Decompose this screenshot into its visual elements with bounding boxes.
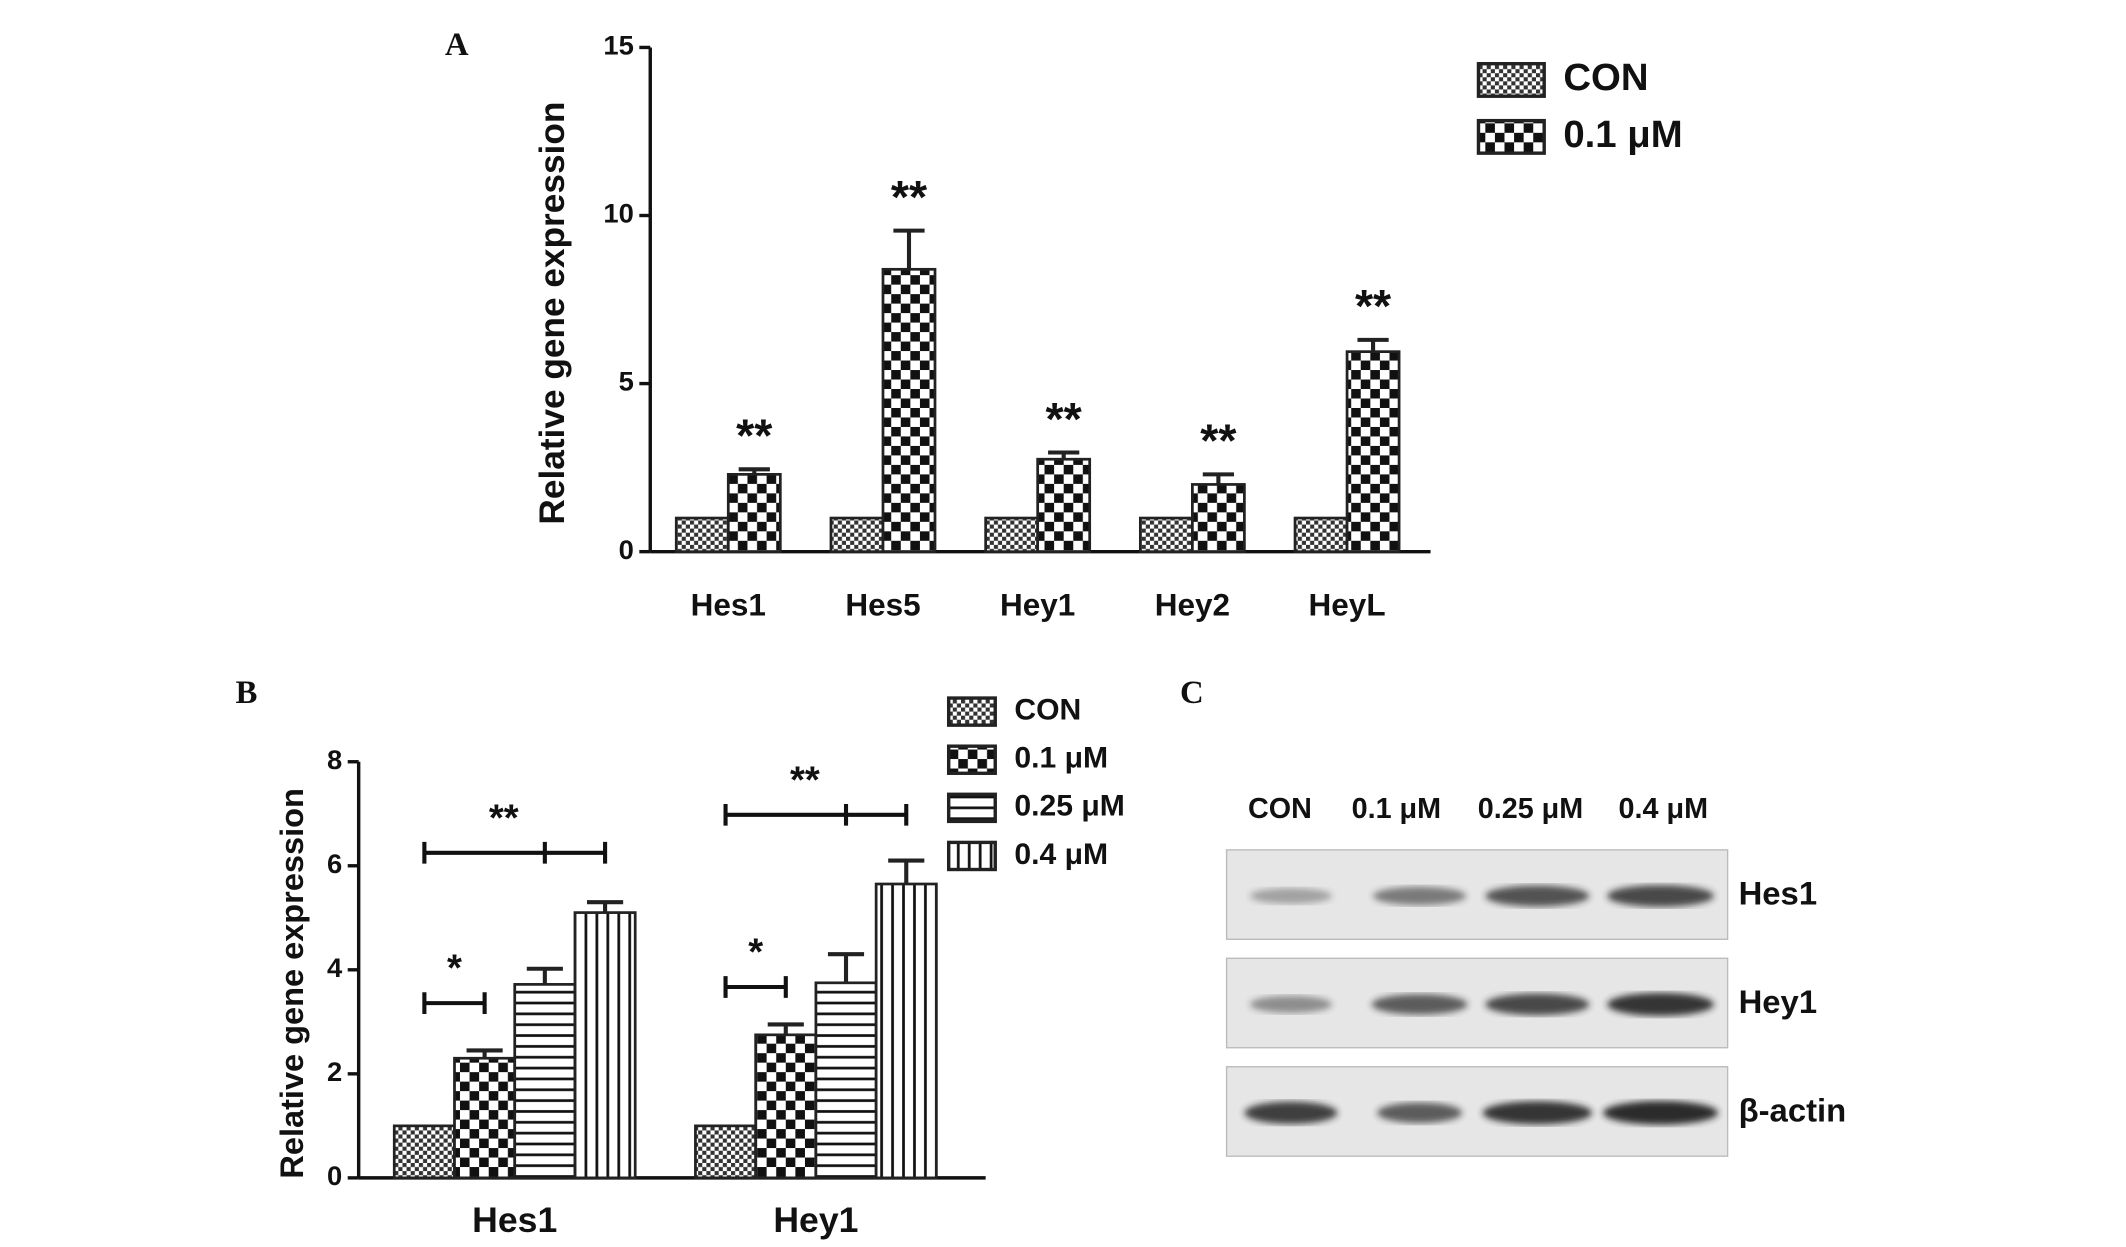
y-tick-label: 4 (327, 952, 342, 983)
error-bar (1202, 472, 1234, 485)
blot-band (1603, 1100, 1719, 1125)
error-bar (1357, 337, 1389, 352)
blot-band (1607, 992, 1714, 1016)
row-label: Hes1 (1739, 875, 1818, 912)
significance-bracket (422, 841, 608, 864)
bar (881, 267, 937, 554)
bar (874, 882, 938, 1180)
y-axis-label: Relative gene expression (532, 102, 572, 525)
blot-band (1485, 993, 1590, 1016)
significance-label: ** (1200, 415, 1236, 467)
blot-band (1485, 885, 1590, 907)
error-bar (587, 900, 624, 913)
significance-label: ** (1355, 280, 1391, 332)
y-tick-label: 6 (327, 848, 342, 879)
x-tick-label: Hes1 (691, 588, 766, 623)
legend-swatch (946, 744, 997, 775)
x-tick-label: Hey2 (1155, 588, 1230, 623)
legend-swatch (946, 840, 997, 872)
significance-bracket (422, 992, 487, 1014)
y-tick-label: 2 (327, 1056, 342, 1087)
column-label: 0.4 μM (1619, 793, 1708, 825)
bar (674, 516, 730, 554)
x-tick-label: HeyL (1309, 588, 1386, 623)
blot-band (1482, 1101, 1593, 1125)
significance-label: ** (1046, 393, 1082, 445)
significance-label: * (447, 947, 462, 990)
legend-label: CON (1014, 694, 1081, 727)
legend-label: 0.25 μM (1014, 790, 1124, 823)
legend-swatch (1476, 118, 1546, 155)
bar (726, 472, 782, 554)
significance-bracket (723, 803, 909, 826)
bar (513, 983, 577, 1180)
legend-label: 0.4 μM (1014, 838, 1108, 871)
column-label: 0.25 μM (1478, 793, 1583, 825)
significance-label: ** (891, 171, 927, 223)
y-tick-label: 8 (327, 744, 342, 775)
blot-band (1371, 994, 1468, 1015)
significance-label: ** (790, 758, 820, 801)
y-axis-label: Relative gene expression (273, 788, 310, 1178)
bar (754, 1033, 818, 1180)
significance-label: ** (736, 410, 772, 462)
bar (1036, 457, 1092, 554)
bar (453, 1056, 517, 1180)
y-tick-label: 0 (619, 534, 634, 565)
x-tick-label: Hes5 (845, 588, 920, 623)
significance-label: * (748, 931, 763, 974)
blot-band (1377, 1102, 1463, 1123)
error-bar (827, 952, 865, 983)
bar (829, 516, 885, 554)
bar (694, 1124, 758, 1180)
bar (392, 1124, 456, 1180)
panel-label: C (1180, 675, 1204, 711)
bar (573, 911, 637, 1180)
row-label: β-actin (1739, 1092, 1847, 1129)
significance-bracket (723, 976, 788, 998)
blot-band (1244, 1101, 1338, 1124)
y-tick-label: 0 (327, 1160, 342, 1191)
significance-label: ** (489, 796, 519, 839)
legend-swatch (946, 696, 997, 727)
error-bar (893, 228, 925, 270)
bar (1345, 350, 1401, 554)
legend-swatch (946, 792, 997, 824)
bar (1190, 483, 1246, 554)
blot-band (1607, 885, 1714, 907)
panel-label: B (235, 675, 257, 711)
bar (814, 981, 878, 1180)
bar (1138, 516, 1194, 554)
bar (984, 516, 1040, 554)
legend-label: 0.1 μM (1014, 742, 1108, 775)
legend-label: 0.1 μM (1563, 113, 1682, 156)
legend-label: CON (1563, 56, 1648, 99)
panel-label: A (445, 27, 469, 63)
column-label: CON (1248, 793, 1312, 825)
column-label: 0.1 μM (1352, 793, 1441, 825)
row-label: Hey1 (1739, 983, 1818, 1020)
x-tick-label: Hes1 (472, 1200, 557, 1240)
blot-band (1249, 995, 1333, 1013)
bar (1293, 516, 1349, 554)
error-bar (767, 1022, 804, 1035)
y-tick-label: 10 (603, 198, 633, 229)
x-tick-label: Hey1 (773, 1200, 858, 1240)
x-tick-label: Hey1 (1000, 588, 1075, 623)
error-bar (888, 858, 925, 884)
y-tick-label: 15 (603, 30, 633, 61)
legend-swatch (1476, 62, 1546, 98)
y-tick-label: 5 (619, 366, 634, 397)
blot-band (1249, 888, 1333, 904)
error-bar (526, 966, 563, 985)
blot-band (1373, 886, 1467, 906)
